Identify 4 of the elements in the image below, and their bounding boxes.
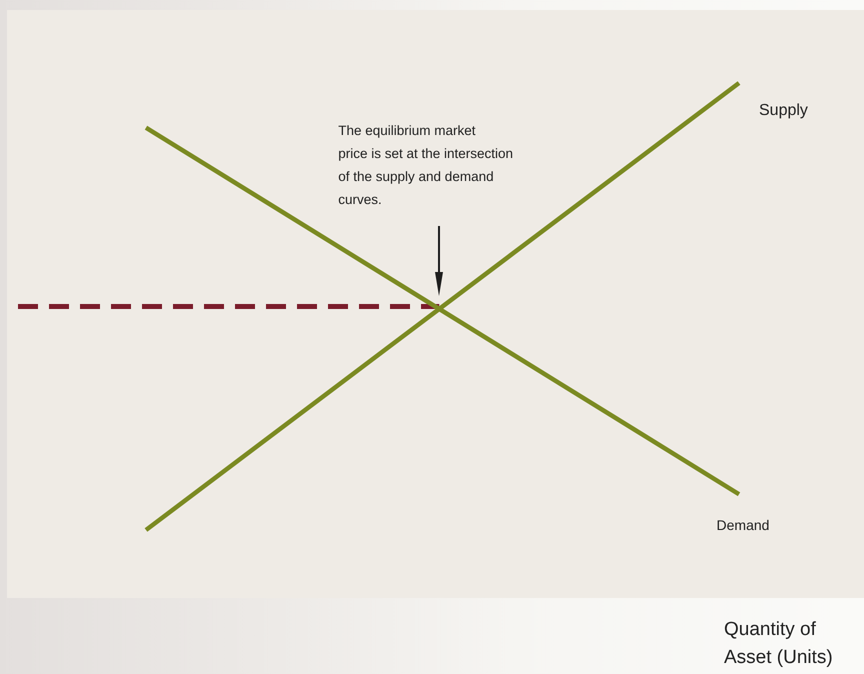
annotation: The equilibrium market price is set at the intersection of the supply and demand curves. [338,122,514,209]
text: Demand [716,517,770,534]
series-label: Supply [759,102,808,119]
x-axis-title: Quantity of Asset (Units) [724,618,834,670]
